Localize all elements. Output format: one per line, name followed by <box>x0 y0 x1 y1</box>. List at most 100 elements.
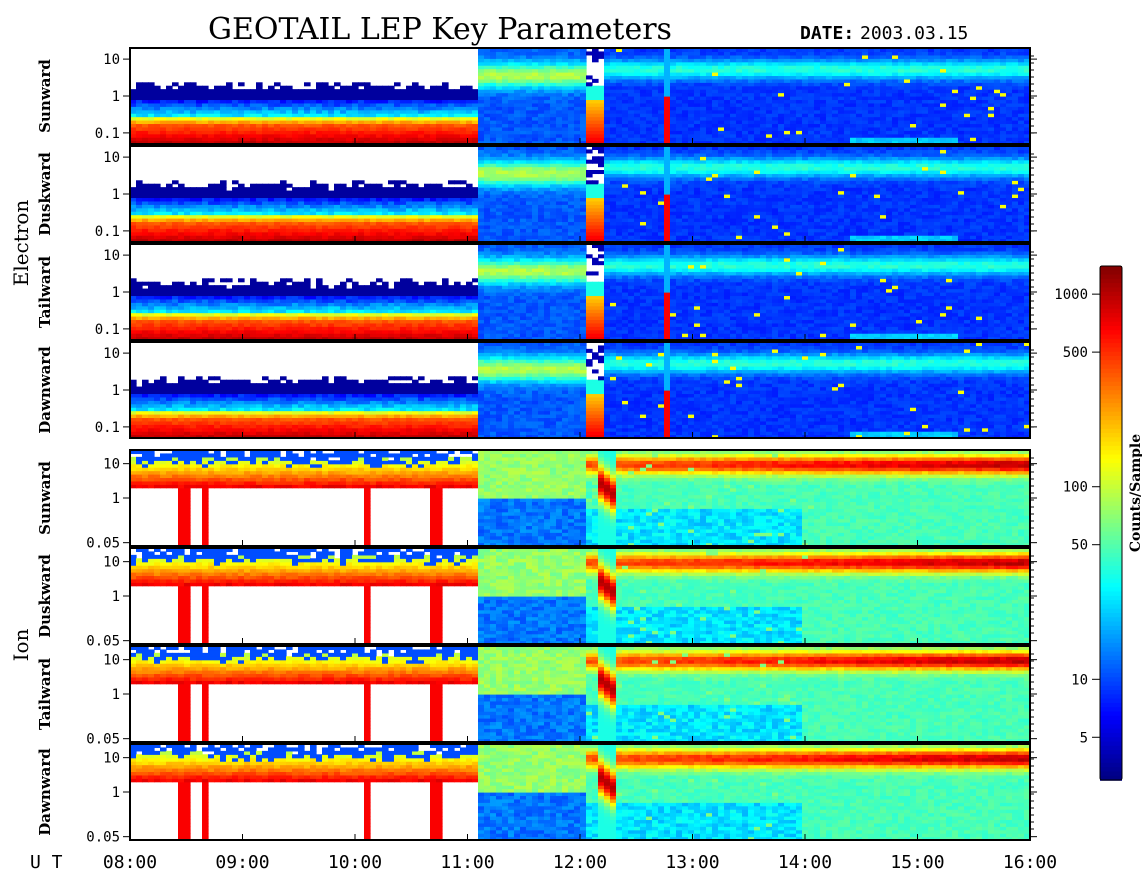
heatmap-cell <box>136 180 143 184</box>
heatmap-cell <box>274 117 281 121</box>
heatmap-cell <box>838 55 845 59</box>
heatmap-cell <box>334 96 341 100</box>
heatmap-cell <box>406 106 413 110</box>
heatmap-cell <box>460 123 467 127</box>
heatmap-cell <box>418 201 425 205</box>
heatmap-cell <box>310 221 317 225</box>
heatmap-cell <box>604 75 611 79</box>
heatmap-cell <box>892 93 899 97</box>
heatmap-cell <box>586 106 593 110</box>
heatmap-cell <box>178 201 185 205</box>
heatmap-cell <box>730 130 737 134</box>
heatmap-cell <box>148 211 155 215</box>
heatmap-cell <box>328 235 335 239</box>
heatmap-cell <box>688 72 695 76</box>
heatmap-cell <box>514 218 521 222</box>
heatmap-cell <box>370 191 377 195</box>
heatmap-cell <box>550 75 557 79</box>
heatmap-cell <box>496 153 503 157</box>
heatmap-cell <box>580 99 587 103</box>
heatmap-cell <box>334 235 341 239</box>
heatmap-cell <box>568 201 575 205</box>
heatmap-cell <box>364 184 371 188</box>
heatmap-cell <box>796 89 803 93</box>
heatmap-cell <box>712 137 719 141</box>
heatmap-cell <box>448 103 455 107</box>
heatmap-cell <box>880 113 887 117</box>
heatmap-cell <box>244 235 251 239</box>
heatmap-cell <box>532 156 539 160</box>
heatmap-cell <box>682 51 689 55</box>
heatmap-cell <box>976 65 983 69</box>
heatmap-cell <box>280 221 287 225</box>
heatmap-cell <box>268 228 275 232</box>
heatmap-cell <box>400 191 407 195</box>
heatmap-cell <box>682 99 689 103</box>
heatmap-cell <box>436 218 443 222</box>
heatmap-cell <box>808 72 815 76</box>
heatmap-cell <box>400 96 407 100</box>
heatmap-cell <box>748 123 755 127</box>
heatmap-cell <box>304 211 311 215</box>
heatmap-cell <box>946 65 953 69</box>
heatmap-cell <box>556 117 563 121</box>
heatmap-cell <box>418 113 425 117</box>
heatmap-cell <box>904 65 911 69</box>
heatmap-cell <box>406 187 413 191</box>
heatmap-cell <box>730 79 737 83</box>
heatmap-cell <box>604 51 611 55</box>
heatmap-cell <box>520 221 527 225</box>
heatmap-cell <box>430 93 437 97</box>
heatmap-cell <box>964 99 971 103</box>
heatmap-cell <box>970 93 977 97</box>
heatmap-cell <box>256 103 263 107</box>
heatmap-cell <box>466 89 473 93</box>
heatmap-cell <box>310 106 317 110</box>
heatmap-cell <box>982 99 989 103</box>
heatmap-cell <box>514 163 521 167</box>
heatmap-cell <box>166 137 173 141</box>
heatmap-cell <box>406 218 413 222</box>
heatmap-cell <box>448 123 455 127</box>
heatmap-cell <box>868 113 875 117</box>
heatmap-cell <box>706 96 713 100</box>
heatmap-cell <box>754 130 761 134</box>
heatmap-cell <box>412 201 419 205</box>
heatmap-cell <box>712 75 719 79</box>
heatmap-cell <box>934 113 941 117</box>
heatmap-cell <box>388 194 395 198</box>
heatmap-cell <box>958 96 965 100</box>
heatmap-cell <box>214 225 221 229</box>
heatmap-cell <box>988 69 995 73</box>
heatmap-cell <box>814 99 821 103</box>
heatmap-cell <box>148 127 155 131</box>
heatmap-cell <box>484 173 491 177</box>
heatmap-cell <box>160 221 167 225</box>
heatmap-cell <box>328 96 335 100</box>
heatmap-cell <box>970 127 977 131</box>
heatmap-cell <box>208 228 215 232</box>
heatmap-cell <box>814 82 821 86</box>
heatmap-cell <box>868 55 875 59</box>
heatmap-cell <box>274 123 281 127</box>
y-tick-label: 10 <box>103 52 120 68</box>
heatmap-cell <box>568 204 575 208</box>
heatmap-cell <box>304 127 311 131</box>
heatmap-cell <box>262 221 269 225</box>
heatmap-cell <box>490 180 497 184</box>
heatmap-cell <box>904 106 911 110</box>
heatmap-cell <box>244 211 251 215</box>
heatmap-cell <box>550 177 557 181</box>
heatmap-cell <box>814 89 821 93</box>
heatmap-cell <box>496 58 503 62</box>
heatmap-cell <box>928 123 935 127</box>
heatmap-cell <box>520 170 527 174</box>
heatmap-cell <box>502 191 509 195</box>
heatmap-cell <box>286 127 293 131</box>
heatmap-cell <box>910 51 917 55</box>
heatmap-cell <box>424 127 431 131</box>
heatmap-cell <box>886 89 893 93</box>
heatmap-cell <box>874 127 881 131</box>
heatmap-cell <box>514 51 521 55</box>
heatmap-cell <box>454 221 461 225</box>
